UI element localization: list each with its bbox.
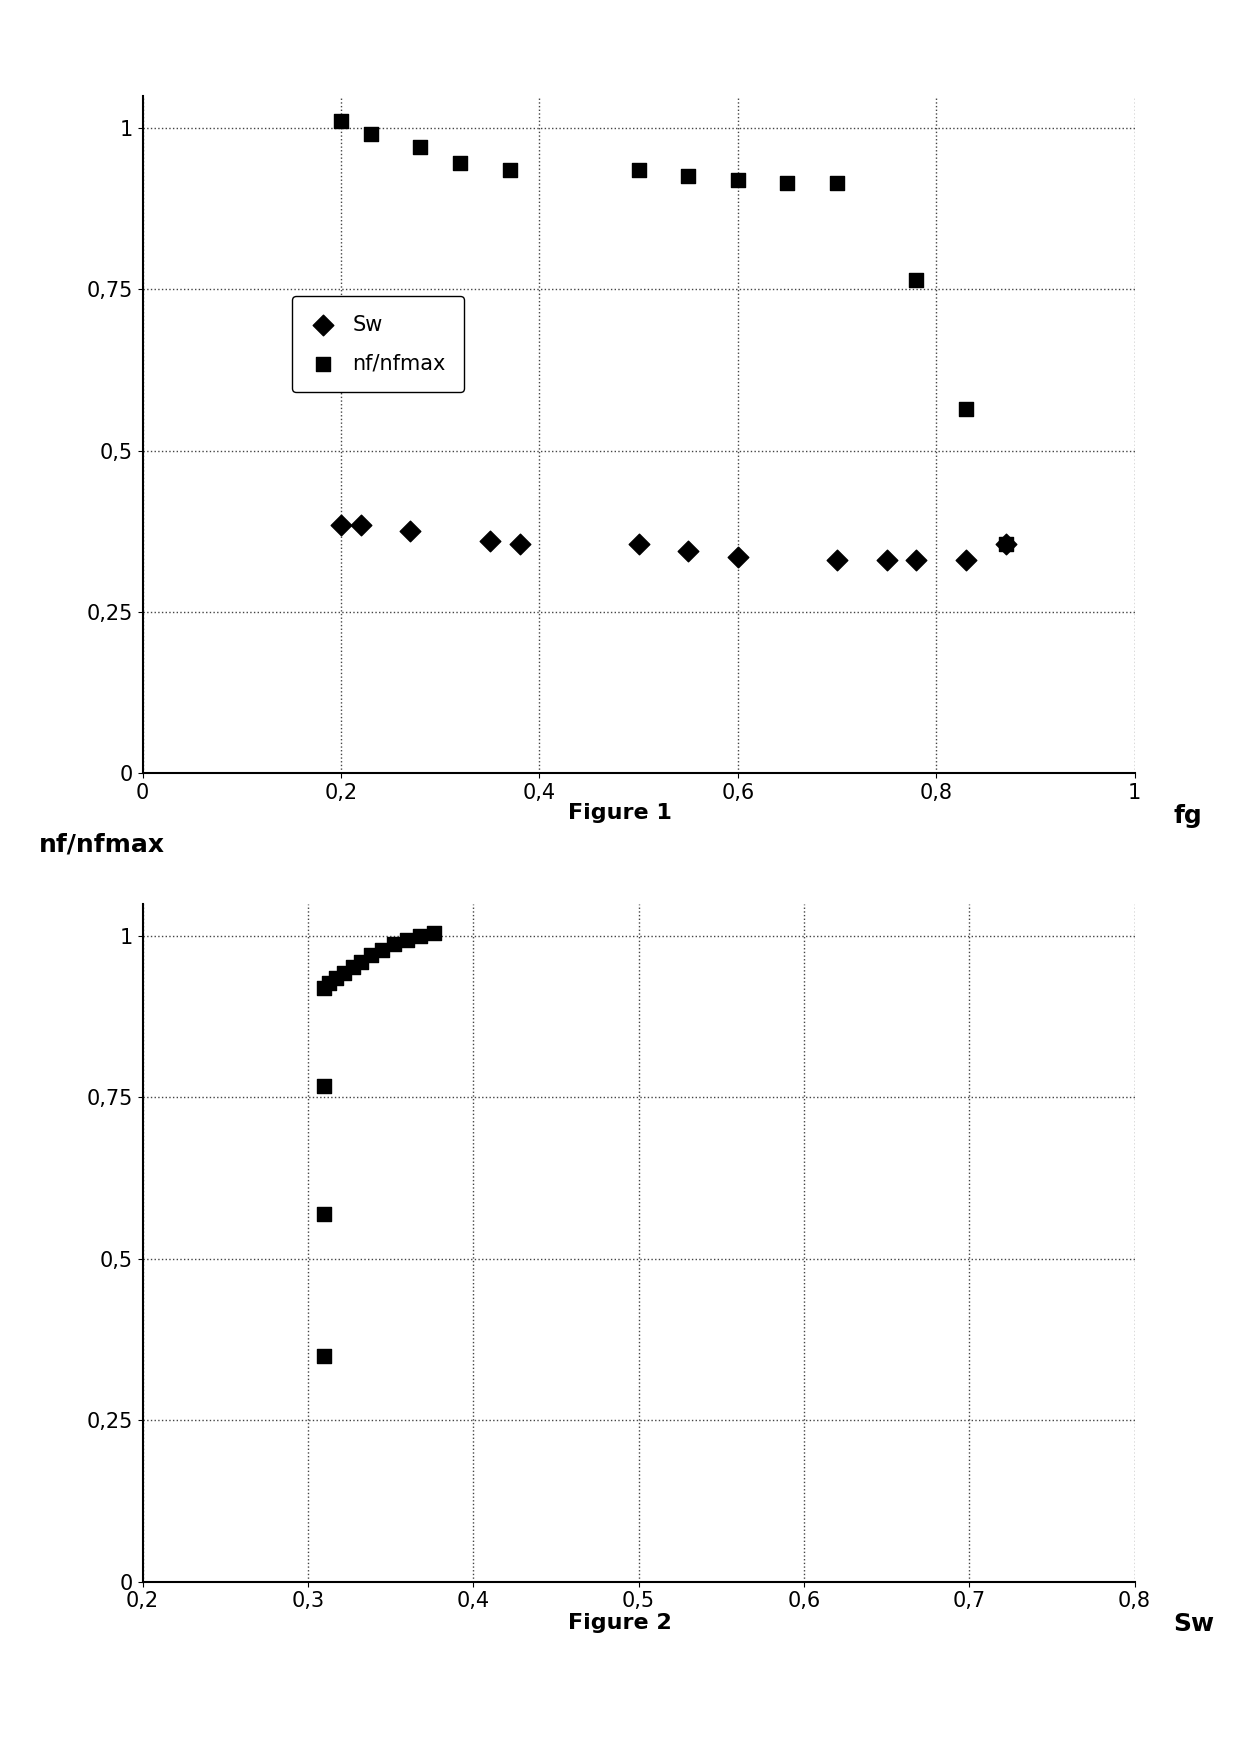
Sw xyxy=(401,518,420,546)
nf/nfmax xyxy=(678,162,698,189)
Sw xyxy=(480,527,500,554)
Sw xyxy=(351,511,371,539)
Point xyxy=(326,965,346,992)
Text: Figure 2: Figure 2 xyxy=(568,1613,672,1634)
Text: nf/nfmax: nf/nfmax xyxy=(38,833,165,857)
Sw xyxy=(827,546,847,574)
Point xyxy=(397,926,417,954)
Point xyxy=(315,1199,335,1227)
nf/nfmax xyxy=(410,134,430,162)
Text: Sw: Sw xyxy=(1173,1613,1215,1635)
Point xyxy=(335,959,355,987)
Legend: Sw, nf/nfmax: Sw, nf/nfmax xyxy=(291,295,465,393)
Sw xyxy=(510,530,529,558)
nf/nfmax xyxy=(728,165,748,193)
nf/nfmax xyxy=(361,120,381,148)
nf/nfmax xyxy=(450,149,470,177)
nf/nfmax xyxy=(500,156,520,184)
Point xyxy=(384,930,404,958)
Point xyxy=(372,937,392,965)
Sw xyxy=(906,546,926,574)
Point xyxy=(315,1342,335,1370)
Sw xyxy=(956,546,976,574)
nf/nfmax xyxy=(331,108,351,136)
Point xyxy=(342,952,362,980)
Point xyxy=(320,968,340,996)
Sw xyxy=(877,546,897,574)
Sw xyxy=(331,511,351,539)
Sw xyxy=(728,544,748,572)
Point xyxy=(424,919,444,947)
Sw xyxy=(629,530,649,558)
Point xyxy=(410,923,430,951)
nf/nfmax xyxy=(777,169,797,196)
Sw xyxy=(678,537,698,565)
Point xyxy=(351,947,371,975)
Point xyxy=(361,942,381,970)
nf/nfmax xyxy=(827,169,847,196)
Text: fg: fg xyxy=(1173,805,1203,827)
Point xyxy=(315,1072,335,1100)
nf/nfmax xyxy=(996,530,1016,558)
Sw xyxy=(996,530,1016,558)
Point xyxy=(315,973,335,1001)
nf/nfmax xyxy=(629,156,649,184)
Text: Figure 1: Figure 1 xyxy=(568,803,672,824)
nf/nfmax xyxy=(906,266,926,294)
nf/nfmax xyxy=(956,395,976,422)
